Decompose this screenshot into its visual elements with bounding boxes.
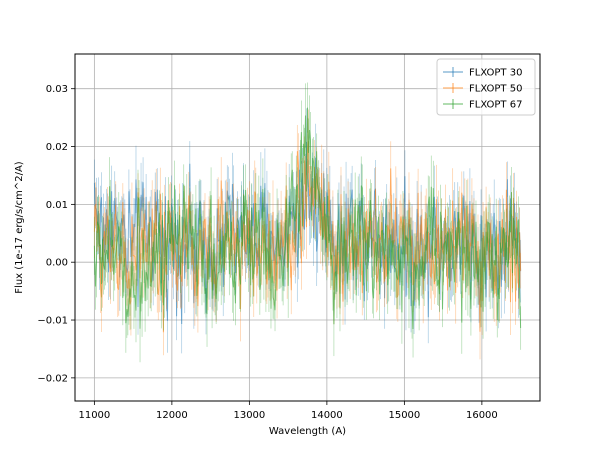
x-tick-label: 13000 xyxy=(233,410,265,421)
y-tick-label: 0.00 xyxy=(46,258,68,269)
x-axis-label: Wavelength (A) xyxy=(269,426,346,437)
series-3 xyxy=(93,82,522,363)
y-axis: −0.02 −0.01 0.00 0.01 0.02 0.03 xyxy=(37,84,75,384)
legend-label: FLXOPT 67 xyxy=(469,100,522,111)
legend-item: FLXOPT 50 xyxy=(443,83,522,95)
x-tick-label: 15000 xyxy=(388,410,420,421)
legend: FLXOPT 30 FLXOPT 50 FLXOPT 67 xyxy=(436,58,536,116)
legend-item: FLXOPT 30 xyxy=(443,67,522,79)
plot-area xyxy=(93,82,522,363)
y-tick-label: 0.01 xyxy=(46,200,68,211)
legend-box xyxy=(436,58,536,116)
y-tick-label: 0.02 xyxy=(46,142,68,153)
series-line xyxy=(93,107,522,330)
axes-frame xyxy=(74,53,541,402)
y-axis-label: Flux (1e-17 erg/s/cm^2/A) xyxy=(14,161,25,293)
x-tick-label: 11000 xyxy=(78,410,110,421)
x-tick-label: 12000 xyxy=(156,410,188,421)
y-tick-label: 0.03 xyxy=(46,84,68,95)
x-axis: 11000 12000 13000 14000 15000 16000 xyxy=(78,401,498,421)
x-tick-label: 14000 xyxy=(311,410,343,421)
legend-label: FLXOPT 30 xyxy=(469,68,522,79)
x-tick-label: 16000 xyxy=(466,410,498,421)
y-tick-label: −0.02 xyxy=(37,373,68,384)
legend-label: FLXOPT 50 xyxy=(469,84,522,95)
y-tick-label: −0.01 xyxy=(37,316,68,327)
legend-item: FLXOPT 67 xyxy=(443,99,522,111)
